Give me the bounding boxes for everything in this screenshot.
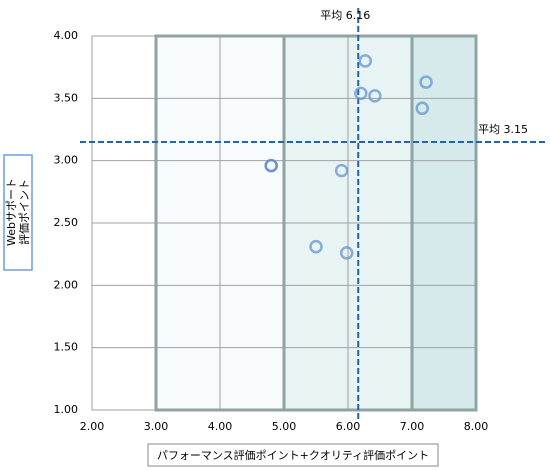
point <box>419 75 433 89</box>
point <box>354 86 368 101</box>
x-tick-label: 6.00 <box>336 420 361 433</box>
x-tick-label: 8.00 <box>464 420 489 433</box>
y-axis-label-line: Webサポート <box>5 178 18 246</box>
point <box>339 246 354 260</box>
point <box>309 239 323 254</box>
x-tick-label: 3.00 <box>144 420 169 433</box>
mean-label: 平均 3.15 <box>478 123 528 136</box>
x-label-box <box>147 443 439 467</box>
point <box>358 54 373 68</box>
x-axis-label: パフォーマンス評価ポイント+クオリティ評価ポイント <box>157 448 429 462</box>
y-tick-label: 1.50 <box>54 341 79 354</box>
band-border <box>410 34 478 412</box>
y-tick-label: 3.00 <box>54 154 79 167</box>
x-tick-label: 7.00 <box>400 420 425 433</box>
mean-label: 平均 6.16 <box>320 9 370 22</box>
x-tick-label: 5.00 <box>272 420 297 433</box>
x-tick-label: 2.00 <box>80 420 105 433</box>
point <box>264 158 278 173</box>
y-tick-label: 3.50 <box>54 91 79 104</box>
y-axis-label: Webサポート 評価ポイント <box>5 178 31 246</box>
y-axis-label-line: 評価ポイント <box>17 179 31 245</box>
y-tick-label: 1.00 <box>54 403 79 416</box>
point <box>415 101 429 116</box>
y-tick-label: 2.50 <box>54 216 79 229</box>
y-tick-label: 4.00 <box>54 29 79 42</box>
y-tick-label: 2.00 <box>54 278 79 291</box>
x-tick-label: 4.00 <box>208 420 233 433</box>
point <box>368 89 382 103</box>
y-label-box <box>3 154 33 271</box>
point <box>334 163 349 178</box>
